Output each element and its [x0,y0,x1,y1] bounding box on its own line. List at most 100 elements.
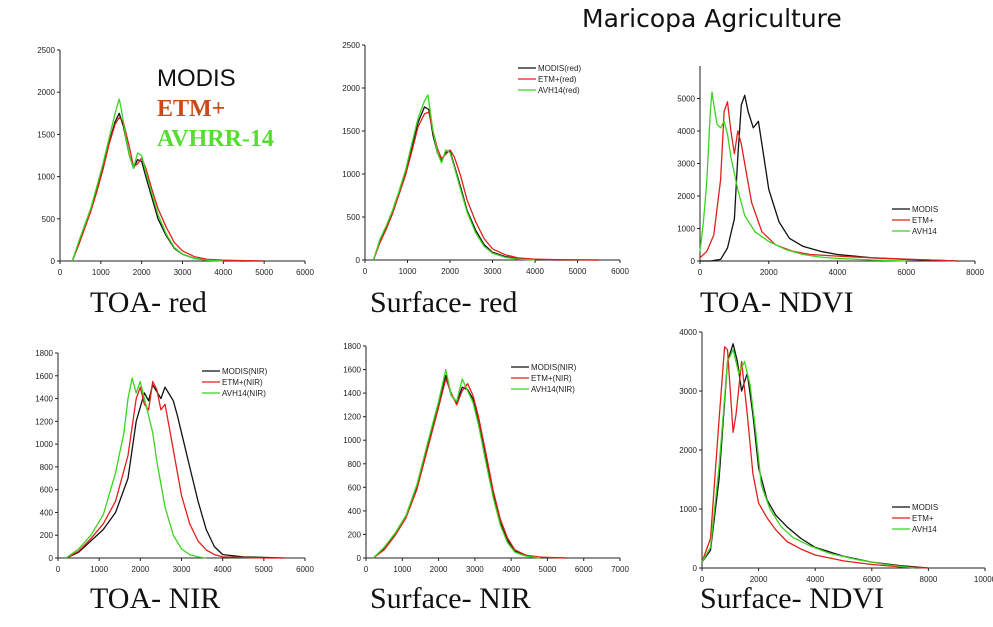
toa-red-y-tick-label: 2000 [37,88,55,97]
toa-nir-x-tick-label: 4000 [214,565,232,574]
toa-ndvi-x-tick-label: 0 [698,268,703,277]
toa-red-x-tick-label: 5000 [255,268,273,277]
sensor-legend: MODIS ETM+ AVHRR-14 [157,64,274,154]
toa-ndvi-x-tick-label: 4000 [829,268,847,277]
caption-toa-nir: TOA- NIR [90,582,221,615]
surface-ndvi-x-tick-label: 4000 [806,575,824,584]
toa-ndvi-x-tick-label: 2000 [760,268,778,277]
toa-ndvi-x-tick-label: 8000 [966,268,984,277]
surface-red-x-tick-label: 0 [363,267,368,276]
surface-ndvi-legend-label: ETM+ [912,514,934,523]
surface-ndvi-x-tick-label: 0 [700,575,705,584]
toa-red-x-tick-label: 1000 [92,268,110,277]
surface-nir-y-tick-label: 1800 [343,342,361,351]
toa-ndvi-y-tick-label: 3000 [677,160,695,169]
caption-surface-nir: Surface- NIR [370,582,531,615]
toa-nir-series-avhrr-line [65,377,207,559]
toa-ndvi-series-avhrr-line [699,91,907,262]
surface-ndvi-series-modis-line [701,343,929,569]
surface-nir-x-tick-label: 2000 [430,565,448,574]
toa-nir-y-tick-label: 600 [40,486,54,495]
legend-modis-label: MODIS [157,65,236,92]
surface-red-x-tick-label: 4000 [526,267,544,276]
toa-ndvi-y-tick-label: 1000 [677,225,695,234]
surface-nir-series-etm-line [372,378,566,559]
surface-nir-y-tick-label: 1600 [343,366,361,375]
toa-nir-x-tick-label: 6000 [296,565,314,574]
toa-nir-y-tick-label: 1400 [35,395,53,404]
surface-nir-legend-label: AVH14(NIR) [531,385,575,394]
surface-red-y-tick-label: 1500 [342,127,360,136]
toa-red-y-tick-label: 0 [51,257,56,266]
surface-nir-y-tick-label: 200 [348,530,362,539]
toa-nir-y-tick-label: 0 [49,554,54,563]
toa-red-x-tick-label: 0 [58,268,63,277]
toa-nir-y-tick-label: 200 [40,531,54,540]
surface-red-x-tick-label: 6000 [611,267,629,276]
toa-red-series-etm-line [71,116,265,262]
surface-red-x-tick-label: 5000 [569,267,587,276]
surface-ndvi-series-avhrr-line [701,349,915,569]
surface-nir-x-tick-label: 7000 [611,565,629,574]
surface-ndvi-y-tick-label: 4000 [679,328,697,337]
caption-toa-red: TOA- red [90,286,207,319]
toa-nir-x-tick-label: 2000 [131,565,149,574]
surface-ndvi-x-tick-label: 6000 [863,575,881,584]
toa-ndvi-legend-label: ETM+ [912,216,934,225]
surface-red-x-tick-label: 1000 [399,267,417,276]
toa-ndvi-y-tick-label: 4000 [677,127,695,136]
surface-red-y-tick-label: 0 [356,256,361,265]
caption-surface-red: Surface- red [370,286,518,319]
toa-red-x-tick-label: 2000 [133,268,151,277]
surface-nir-y-tick-label: 600 [348,483,362,492]
surface-red-legend-label: MODIS(red) [538,64,581,73]
toa-nir-y-tick-label: 1800 [35,349,53,358]
surface-nir-x-tick-label: 3000 [466,565,484,574]
surface-red-y-tick-label: 1000 [342,170,360,179]
surface-nir-legend-label: ETM+(NIR) [531,374,572,383]
surface-nir-series-modis-line [372,374,566,559]
surface-nir-legend-label: MODIS(NIR) [531,363,577,372]
caption-toa-ndvi: TOA- NDVI [700,286,854,319]
surface-nir-y-tick-label: 400 [348,507,362,516]
toa-red-x-tick-label: 4000 [214,268,232,277]
caption-surface-ndvi: Surface- NDVI [700,582,885,615]
surface-ndvi-y-tick-label: 3000 [679,387,697,396]
toa-nir-y-tick-label: 800 [40,463,54,472]
surface-ndvi-y-tick-label: 1000 [679,505,697,514]
toa-ndvi-x-tick-label: 6000 [897,268,915,277]
surface-red-y-tick-label: 500 [347,213,361,222]
surface-red-x-tick-label: 2000 [441,267,459,276]
surface-red-legend-label: AVH14(red) [538,86,580,95]
toa-red-y-tick-label: 1000 [37,173,55,182]
figure-title: Maricopa Agriculture [582,4,842,33]
toa-nir-x-tick-label: 5000 [255,565,273,574]
surface-nir-x-tick-label: 5000 [539,565,557,574]
surface-nir-series-avhrr-line [372,368,541,559]
surface-ndvi-x-tick-label: 2000 [750,575,768,584]
toa-nir-legend-label: AVH14(NIR) [222,389,266,398]
surface-red-y-tick-label: 2000 [342,84,360,93]
toa-ndvi-legend-label: MODIS [912,205,938,214]
surface-nir-y-tick-label: 800 [348,460,362,469]
surface-red-y-tick-label: 2500 [342,41,360,50]
toa-red-series-avhrr-line [71,98,224,262]
toa-red-y-tick-label: 2500 [37,46,55,55]
toa-nir-series-etm-line [65,380,285,559]
toa-red-y-tick-label: 1500 [37,130,55,139]
surface-red-series-modis-line [372,106,599,261]
surface-ndvi-legend-label: MODIS [912,503,938,512]
surface-nir-y-tick-label: 1400 [343,389,361,398]
toa-nir-legend-label: MODIS(NIR) [222,367,268,376]
surface-nir-y-tick-label: 0 [357,554,362,563]
toa-ndvi-legend-label: AVH14 [912,227,937,236]
surface-red-series-etm-line [372,111,599,261]
toa-red-x-tick-label: 6000 [296,268,314,277]
surface-nir-x-tick-label: 4000 [502,565,520,574]
toa-nir-x-tick-label: 1000 [90,565,108,574]
toa-ndvi-series-etm-line [699,101,958,262]
legend-etm-label: ETM+ [157,96,226,122]
toa-ndvi-y-tick-label: 2000 [677,192,695,201]
surface-red-series-avhrr-line [372,94,536,261]
